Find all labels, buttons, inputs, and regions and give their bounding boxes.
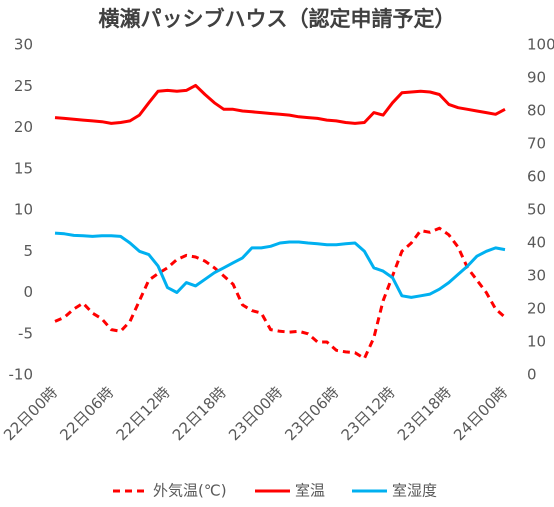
y2-tick-label: 30 [527, 267, 546, 285]
series-line [54, 83, 506, 125]
y2-tick-label: 40 [527, 234, 546, 252]
series-line [54, 231, 506, 299]
y-tick-label: 5 [23, 242, 33, 260]
y2-tick-label: 10 [527, 333, 546, 351]
y2-tick-label: 50 [527, 201, 546, 219]
legend-label: 室温 [295, 482, 325, 500]
x-tick-label: 23日12時 [338, 383, 399, 444]
y-tick-label: 25 [14, 77, 33, 95]
legend-label: 室湿度 [392, 482, 437, 500]
y-tick-label: -5 [18, 324, 33, 342]
y-tick-label: 30 [14, 36, 33, 54]
x-tick-label: 23日18時 [394, 383, 455, 444]
y-tick-label: 0 [23, 283, 33, 301]
x-tick-label: 22日12時 [113, 383, 174, 444]
y2-tick-label: 90 [527, 69, 546, 87]
y2-tick-label: 60 [527, 168, 546, 186]
series-line [54, 226, 506, 360]
x-tick-label: 24日00時 [450, 383, 511, 444]
y-tick-label: 20 [14, 118, 33, 136]
x-tick-label: 23日06時 [281, 383, 342, 444]
x-tick-label: 22日18時 [169, 383, 230, 444]
y2-tick-label: 80 [527, 102, 546, 120]
y-tick-label: -10 [9, 366, 34, 384]
x-tick-label: 22日00時 [0, 383, 61, 444]
chart-title: 横瀬パッシブハウス（認定申請予定） [99, 7, 456, 31]
y2-tick-label: 20 [527, 300, 546, 318]
x-tick-label: 23日00時 [225, 383, 286, 444]
y2-tick-label: 0 [527, 366, 537, 384]
x-tick-label: 22日06時 [56, 383, 117, 444]
legend-label: 外気温(℃) [153, 482, 227, 500]
y-tick-label: 10 [14, 201, 33, 219]
y2-tick-label: 100 [527, 36, 554, 54]
y2-tick-label: 70 [527, 135, 546, 153]
y-tick-label: 15 [14, 159, 33, 177]
